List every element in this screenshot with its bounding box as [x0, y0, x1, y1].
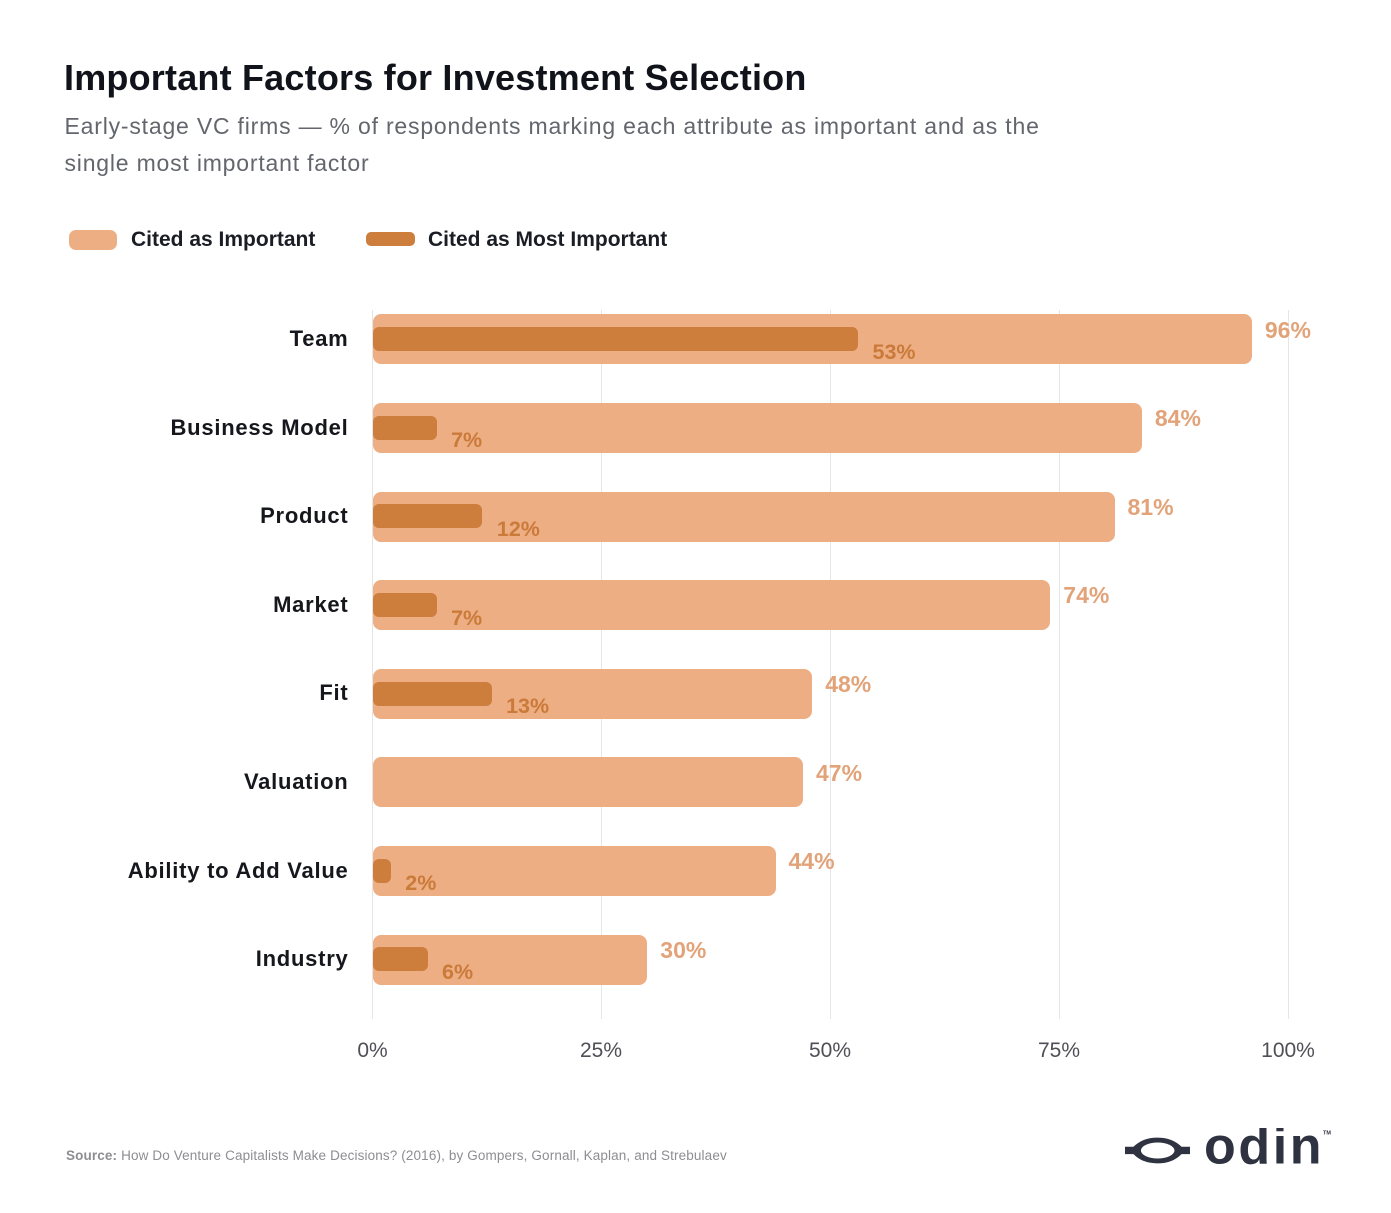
- svg-text:TM: TM: [1323, 1131, 1331, 1137]
- svg-text:odin: odin: [1204, 1128, 1324, 1170]
